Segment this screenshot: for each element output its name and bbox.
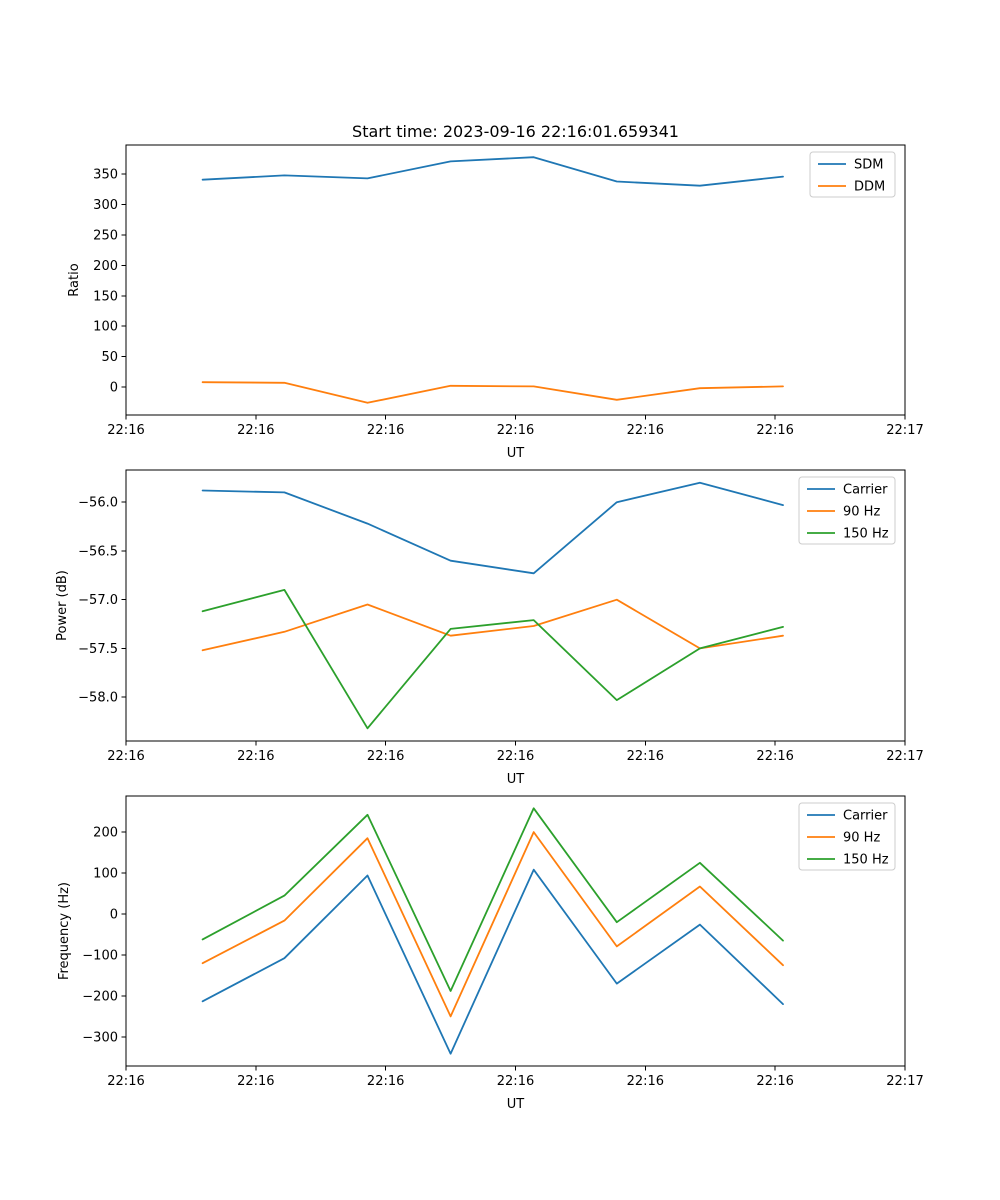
x-tick-label: 22:17 xyxy=(886,749,923,764)
x-tick-label: 22:16 xyxy=(237,749,274,764)
x-tick-label: 22:16 xyxy=(756,423,793,438)
legend-label: SDM xyxy=(854,158,883,173)
y-tick-label: −56.5 xyxy=(78,544,118,559)
y-axis-label: Ratio xyxy=(67,263,82,296)
y-axis-label: Power (dB) xyxy=(55,570,70,641)
y-tick-label: 100 xyxy=(93,867,118,882)
legend-label: 90 Hz xyxy=(843,831,880,846)
x-tick-label: 22:16 xyxy=(367,749,404,764)
x-tick-label: 22:16 xyxy=(627,423,664,438)
y-tick-label: 0 xyxy=(110,381,118,396)
ratio-plot: 22:16 22:16 22:16 22:16 22:16 22:16 22:17 0 50 10… xyxy=(67,144,924,461)
x-tick-label: 22:16 xyxy=(237,423,274,438)
x-tick-label: 22:16 xyxy=(756,1074,793,1089)
x-axis-label: UT xyxy=(507,772,525,787)
y-tick-label: 0 xyxy=(110,907,118,922)
x-tick-label: 22:16 xyxy=(367,423,404,438)
legend-label: DDM xyxy=(854,180,885,195)
frequency-series-carrier xyxy=(201,868,784,1055)
power-series-150-hz xyxy=(201,589,784,730)
frequency-series-150-hz xyxy=(201,807,784,992)
x-tick-label: 22:16 xyxy=(497,749,534,764)
legend-label: 150 Hz xyxy=(843,527,889,542)
plot-border xyxy=(125,144,906,416)
legend-label: 90 Hz xyxy=(843,505,880,520)
x-tick-label: 22:17 xyxy=(886,423,923,438)
plot-border xyxy=(125,469,906,742)
ratio-series-sdm xyxy=(201,156,784,187)
x-tick-label: 22:16 xyxy=(756,749,793,764)
power-series-carrier xyxy=(201,481,784,575)
y-tick-label: 150 xyxy=(93,289,118,304)
legend-label: Carrier xyxy=(843,483,888,498)
x-axis-label: UT xyxy=(507,446,525,461)
y-tick-label: 250 xyxy=(93,229,118,244)
x-tick-label: 22:16 xyxy=(107,749,144,764)
y-tick-label: −58.0 xyxy=(78,691,118,706)
y-tick-label: −100 xyxy=(82,948,118,963)
x-tick-label: 22:16 xyxy=(107,423,144,438)
y-tick-label: −57.0 xyxy=(78,593,118,608)
x-tick-label: 22:16 xyxy=(237,1074,274,1089)
x-tick-label: 22:16 xyxy=(497,1074,534,1089)
x-tick-label: 22:16 xyxy=(497,423,534,438)
x-tick-label: 22:16 xyxy=(107,1074,144,1089)
x-tick-label: 22:17 xyxy=(886,1074,923,1089)
y-tick-label: 200 xyxy=(93,259,118,274)
legend-label: Carrier xyxy=(843,809,888,824)
power-series-90-hz xyxy=(201,598,784,652)
legend-box xyxy=(798,476,896,545)
y-tick-label: −57.5 xyxy=(78,642,118,657)
power-plot: 22:16 22:16 22:16 22:16 22:16 22:16 22:17 −56.0… xyxy=(55,469,924,787)
y-tick-label: 300 xyxy=(93,198,118,213)
y-tick-label: −200 xyxy=(82,989,118,1004)
y-tick-label: 100 xyxy=(93,320,118,335)
x-tick-label: 22:16 xyxy=(627,1074,664,1089)
ratio-series-ddm xyxy=(201,381,784,404)
y-tick-label: 200 xyxy=(93,826,118,841)
y-tick-label: 350 xyxy=(93,168,118,183)
figure-title: Start time: 2023-09-16 22:16:01.659341 xyxy=(352,122,679,141)
x-tick-label: 22:16 xyxy=(627,749,664,764)
x-tick-label: 22:16 xyxy=(367,1074,404,1089)
y-tick-label: −300 xyxy=(82,1030,118,1045)
plot-border xyxy=(125,795,906,1067)
y-axis-label: Frequency (Hz) xyxy=(57,882,72,980)
y-tick-label: −56.0 xyxy=(78,496,118,511)
frequency-plot: 22:16 22:16 22:16 22:16 22:16 22:16 22:17 200 10… xyxy=(57,795,924,1112)
x-axis-label: UT xyxy=(507,1097,525,1112)
frequency-series-90-hz xyxy=(201,831,784,1018)
legend-box xyxy=(798,802,896,871)
y-tick-label: 50 xyxy=(101,350,118,365)
legend-label: 150 Hz xyxy=(843,853,889,868)
